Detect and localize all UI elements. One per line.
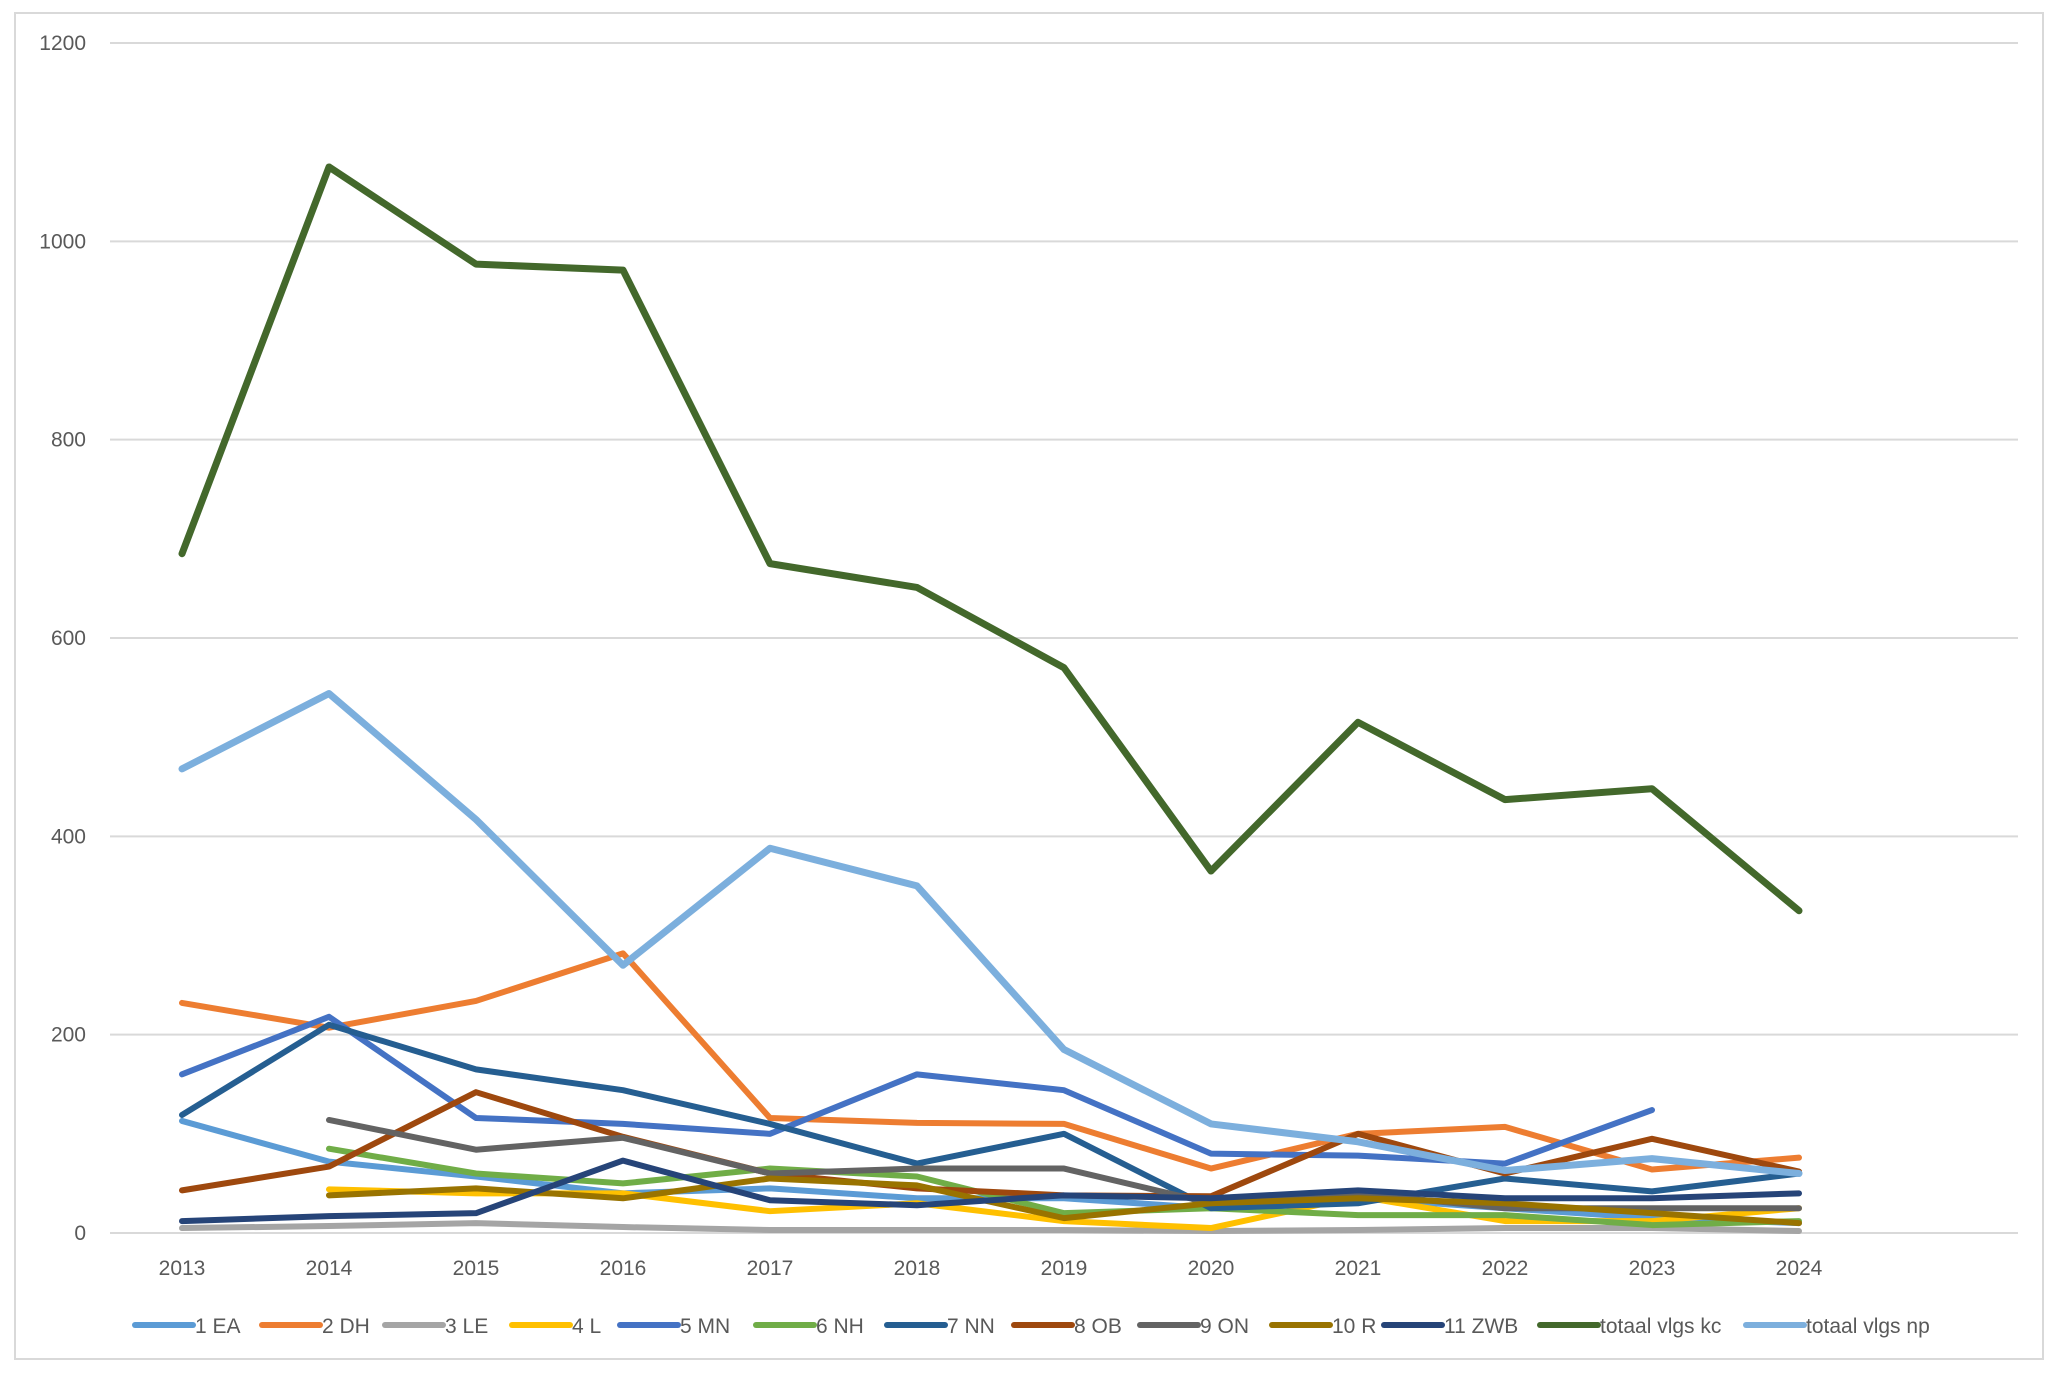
y-tick-label: 600 (51, 627, 86, 650)
legend-label-5-mn: 5 MN (680, 1315, 730, 1338)
y-tick-label: 1200 (39, 32, 86, 55)
gridlines (110, 42, 2018, 1234)
legend-label-totaal-vlgs-kc: totaal vlgs kc (1600, 1315, 1721, 1338)
x-tick-label: 2020 (1188, 1257, 1235, 1280)
series-line-totaal-vlgs-kc (178, 163, 1803, 915)
legend-label-4-l: 4 L (572, 1315, 601, 1338)
x-tick-label: 2021 (1335, 1257, 1382, 1280)
legend-label-6-nh: 6 NH (816, 1315, 864, 1338)
x-tick-label: 2018 (894, 1257, 941, 1280)
x-tick-label: 2023 (1629, 1257, 1676, 1280)
legend-label-10-r: 10 R (1332, 1315, 1376, 1338)
x-tick-label: 2014 (306, 1257, 353, 1280)
series-line-2-dh (179, 950, 1802, 1173)
y-tick-label: 800 (51, 429, 86, 452)
legend-label-7-nn: 7 NN (947, 1315, 995, 1338)
x-tick-label: 2015 (453, 1257, 500, 1280)
y-tick-label: 200 (51, 1024, 86, 1047)
x-tick-label: 2013 (159, 1257, 206, 1280)
legend-label-9-on: 9 ON (1200, 1315, 1249, 1338)
x-tick-label: 2017 (747, 1257, 794, 1280)
x-tick-label: 2024 (1776, 1257, 1823, 1280)
x-tick-label: 2019 (1041, 1257, 1088, 1280)
chart-frame (14, 12, 2044, 1360)
series-line-5-mn (179, 1013, 1655, 1167)
series-line-10-r (326, 1175, 1802, 1227)
legend: 1 EA 2 DH 3 LE 4 L 5 MN 6 NH 7 NN 8 OB 9 ON 10 R 1… (132, 1315, 1930, 1338)
series-line-11-zwb (179, 1157, 1802, 1225)
y-axis-ticks: 0 200 400 600 800 1000 1200 (39, 32, 86, 1245)
y-tick-label: 400 (51, 825, 86, 848)
x-axis-ticks: 2013 2014 2015 2016 2017 2018 2019 2020 2021 2022… (159, 1257, 1823, 1280)
legend-label-2-dh: 2 DH (322, 1315, 370, 1338)
series-lines (178, 163, 1803, 1235)
legend-label-11-zwb: 11 ZWB (1444, 1315, 1518, 1338)
x-tick-label: 2016 (600, 1257, 647, 1280)
series-line-totaal-vlgs-np (178, 690, 1803, 1177)
legend-label-totaal-vlgs-np: totaal vlgs np (1806, 1315, 1930, 1338)
x-tick-label: 2022 (1482, 1257, 1529, 1280)
legend-label-3-le: 3 LE (445, 1315, 488, 1338)
series-line-3-le (179, 1220, 1802, 1235)
series-line-7-nn (179, 1021, 1802, 1212)
y-tick-label: 1000 (39, 230, 86, 253)
y-tick-label: 0 (74, 1222, 86, 1245)
legend-label-8-ob: 8 OB (1074, 1315, 1122, 1338)
legend-label-1-ea: 1 EA (195, 1315, 241, 1338)
